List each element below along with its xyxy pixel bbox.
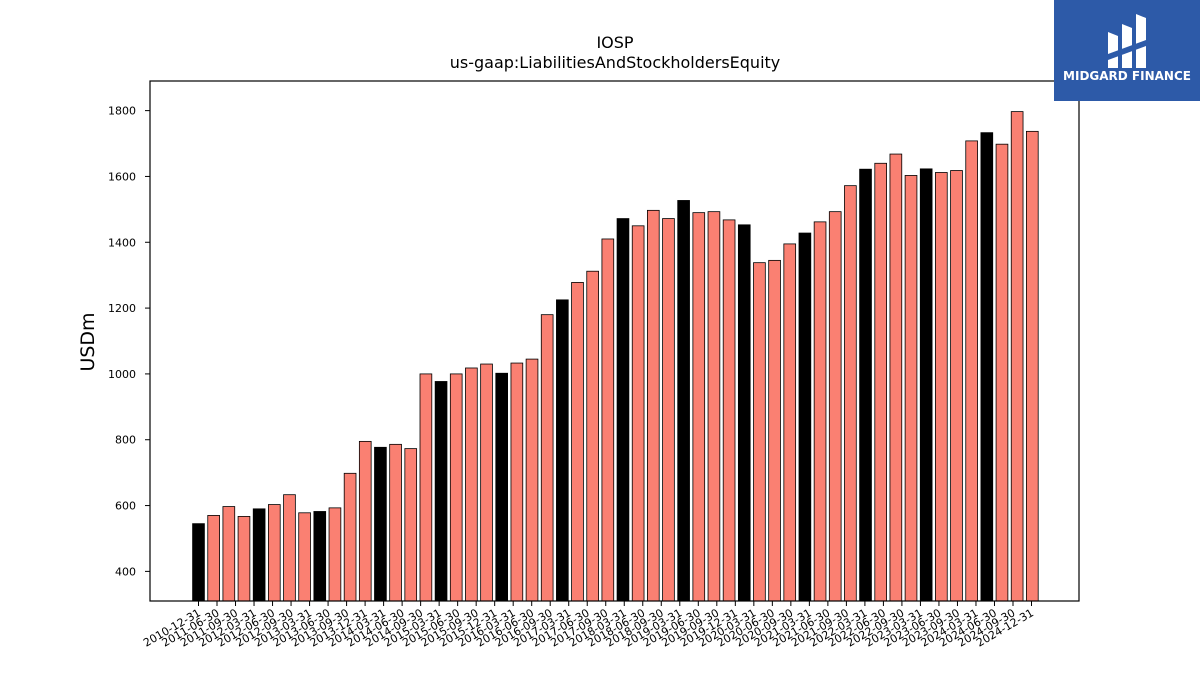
logo-mark-icon xyxy=(1108,14,1146,68)
bar-2019-12-31 xyxy=(737,224,751,602)
bar-2021-12-31 xyxy=(859,168,872,602)
chart-subtitle: us-gaap:LiabilitiesAndStockholdersEquity xyxy=(450,53,781,72)
bar-2012-09-30 xyxy=(298,512,311,602)
bar-2022-12-31 xyxy=(919,168,933,602)
bar-2023-09-30 xyxy=(965,140,978,602)
bar-2019-03-31 xyxy=(692,212,706,602)
bar-2013-09-30 xyxy=(358,440,372,602)
bar-2011-09-30 xyxy=(237,516,251,602)
bar-2014-03-31 xyxy=(389,443,402,602)
bar-2016-12-31 xyxy=(556,299,569,602)
bar-2018-06-30 xyxy=(647,209,660,602)
bar-2010-12-31 xyxy=(192,523,205,602)
bar-2020-09-30 xyxy=(783,243,797,602)
bar-2024-06-30 xyxy=(1010,111,1024,602)
x-ticks-group: 2010-12-312011-06-302011-09-302012-03-31… xyxy=(141,601,1036,650)
y-ticks-group: 400 600 800 1000 1200 1400 1600 1800 xyxy=(108,105,150,578)
bar-2020-03-31 xyxy=(753,262,766,602)
y-axis-label: USDm xyxy=(77,312,99,371)
bar-2021-06-30 xyxy=(828,211,842,602)
bar-2023-06-30 xyxy=(950,170,963,602)
bar-2018-12-31 xyxy=(677,200,690,602)
bar-2018-09-30 xyxy=(662,218,675,602)
bar-2017-09-30 xyxy=(601,238,615,602)
bars-group xyxy=(192,111,1039,602)
bar-2020-06-30 xyxy=(768,259,781,602)
bar-2022-03-31 xyxy=(874,162,887,602)
bar-2019-06-30 xyxy=(707,211,721,602)
chart-title: IOSP xyxy=(596,33,633,52)
bar-2015-09-30 xyxy=(480,363,493,602)
bar-2016-06-30 xyxy=(525,358,539,602)
bar-2012-12-31 xyxy=(313,511,327,602)
bar-2023-03-31 xyxy=(935,172,948,602)
bar-2018-03-31 xyxy=(631,225,645,602)
bar-2022-09-30 xyxy=(904,175,918,602)
bar-2013-06-30 xyxy=(343,472,357,602)
bar-2014-06-30 xyxy=(404,448,418,602)
bar-2013-03-31 xyxy=(328,507,342,602)
y-tick-label: 600 xyxy=(115,500,136,513)
y-tick-label: 800 xyxy=(115,434,136,447)
y-tick-label: 1000 xyxy=(108,368,136,381)
midgard-finance-logo: MIDGARD FINANCE xyxy=(1054,0,1200,101)
y-tick-label: 400 xyxy=(115,565,136,578)
bar-2015-06-30 xyxy=(465,367,478,602)
y-tick-label: 1400 xyxy=(108,236,136,249)
y-tick-label: 1200 xyxy=(108,302,136,315)
bar-2011-03-31 xyxy=(207,515,220,602)
bar-2020-12-31 xyxy=(798,232,812,602)
bar-2017-12-31 xyxy=(616,218,630,602)
bar-2011-12-31 xyxy=(252,508,266,602)
bar-2015-03-31 xyxy=(449,373,463,602)
bar-2011-06-30 xyxy=(222,506,236,602)
bar-2013-12-31 xyxy=(374,446,387,602)
y-tick-label: 1600 xyxy=(108,170,136,183)
logo-text: MIDGARD FINANCE xyxy=(1063,69,1191,83)
bar-2012-06-30 xyxy=(283,494,296,602)
bar-2024-03-31 xyxy=(995,143,1009,602)
bar-2016-09-30 xyxy=(540,314,554,602)
bar-2016-03-31 xyxy=(510,362,524,602)
bar-2023-12-31 xyxy=(980,132,994,602)
bar-2014-12-31 xyxy=(434,381,448,602)
bar-2017-03-31 xyxy=(571,282,584,602)
bar-2015-12-31 xyxy=(495,372,508,602)
y-tick-label: 1800 xyxy=(108,105,136,118)
bar-2021-09-30 xyxy=(844,185,857,602)
bar-2019-09-30 xyxy=(722,219,736,602)
bar-2017-06-30 xyxy=(586,270,599,602)
bar-2024-09-30 xyxy=(1026,130,1039,602)
bar-2012-03-31 xyxy=(267,504,281,602)
plot-frame xyxy=(149,80,1080,602)
bar-2021-03-31 xyxy=(813,221,827,602)
bar-2014-09-30 xyxy=(419,373,433,602)
bar-2022-06-30 xyxy=(889,153,903,602)
